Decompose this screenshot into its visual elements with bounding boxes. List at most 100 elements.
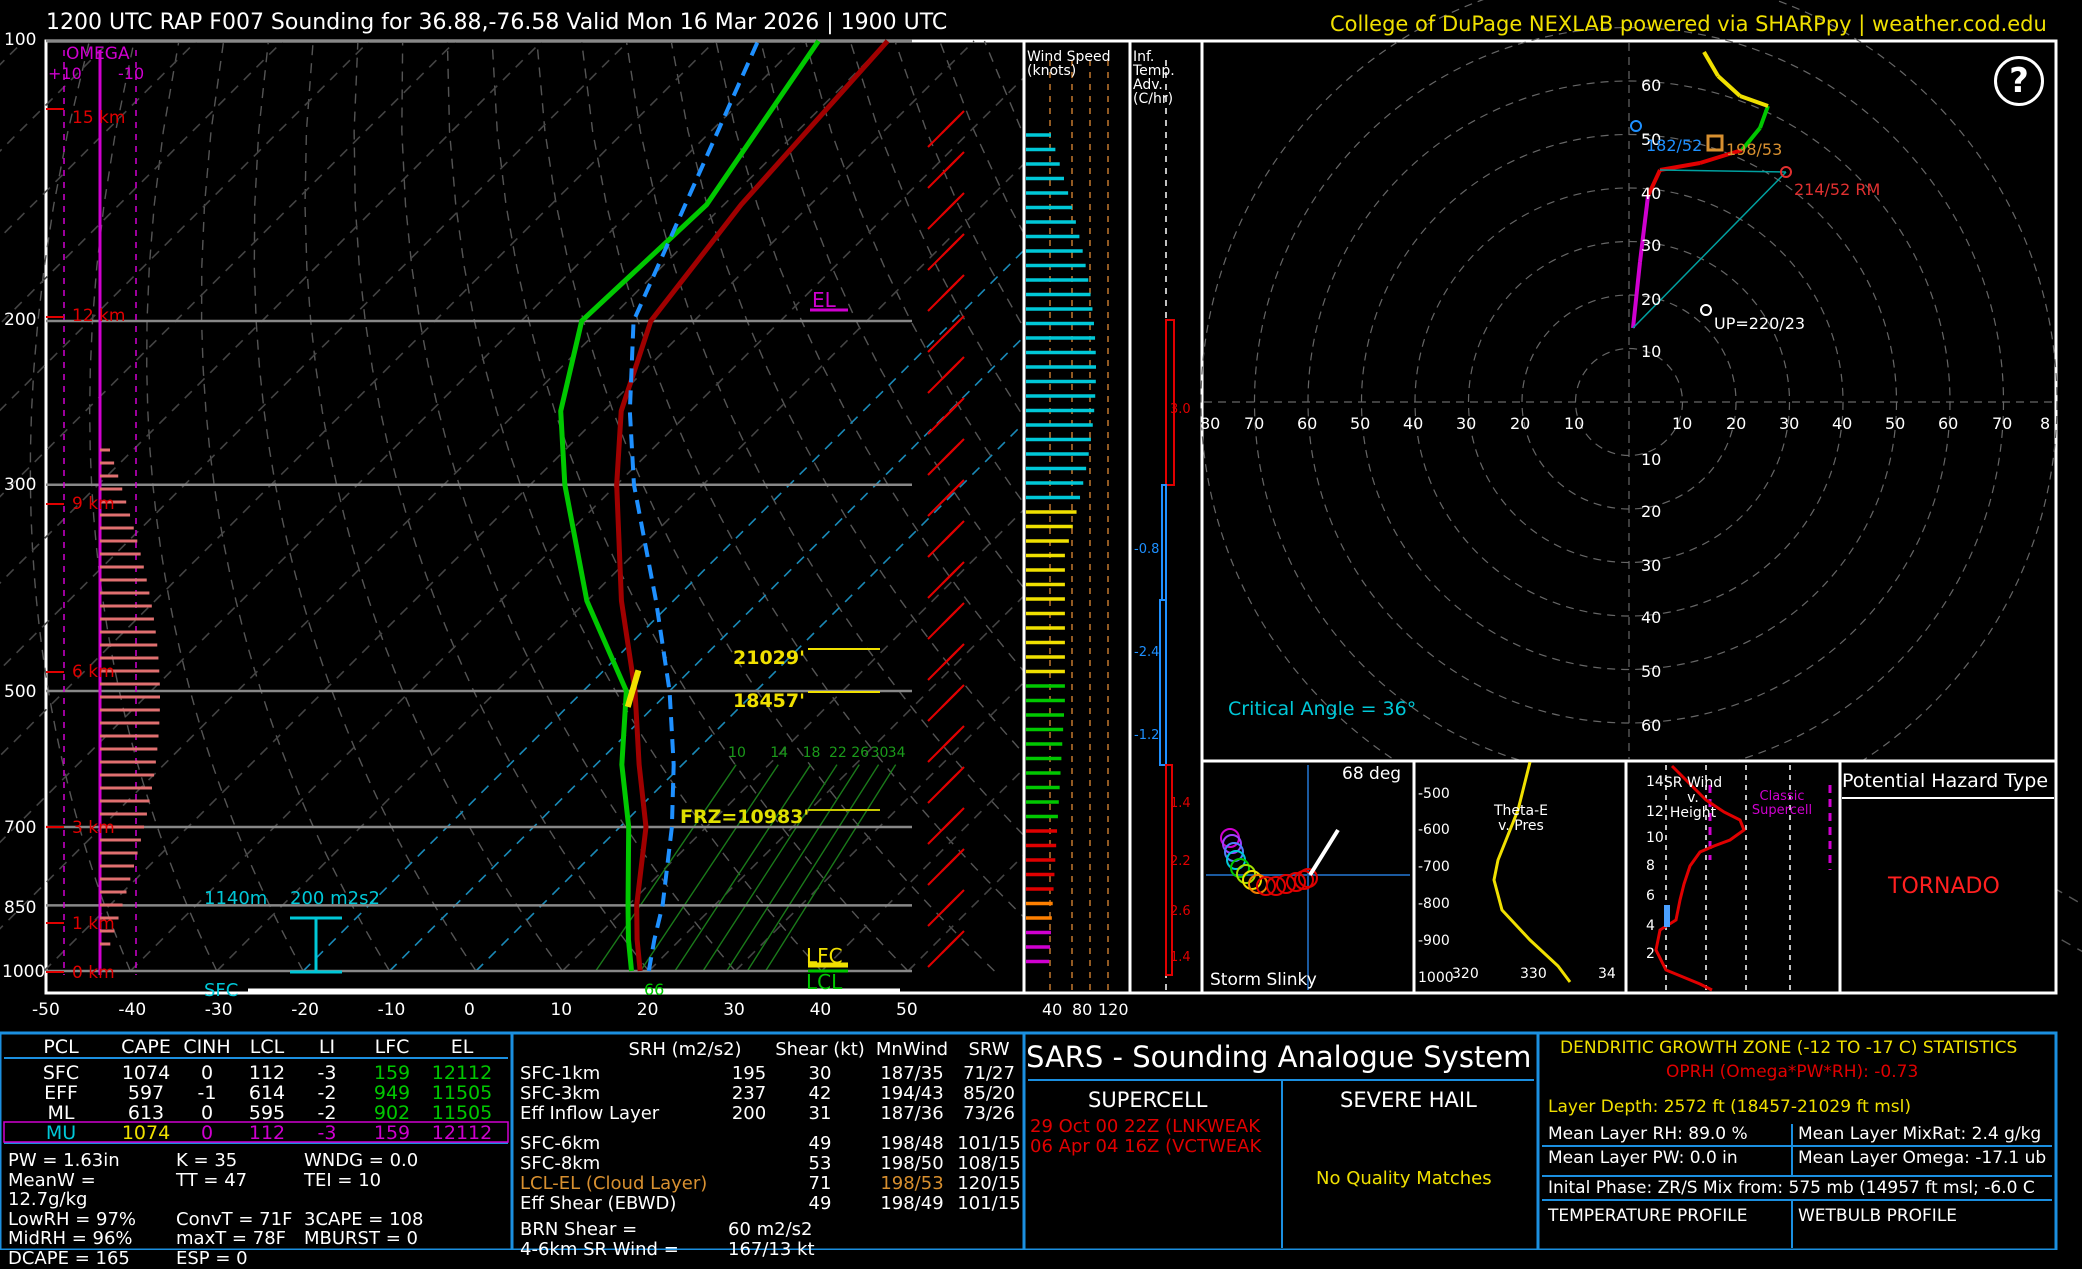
kin-srh	[728, 1174, 770, 1194]
height-6km: 6 km	[72, 662, 115, 682]
mixing-ratio-label: 18	[802, 744, 821, 761]
lcl-label: LCL	[806, 970, 843, 994]
wind-speed-frame	[1022, 39, 1132, 995]
hodo-x-label: 80	[1200, 414, 1221, 433]
barb-flag	[941, 733, 957, 749]
kin-mnwind: 198/48	[880, 1133, 944, 1154]
kin-srh: 195	[731, 1063, 767, 1084]
parcel-table: PCL CAPE CINH LCL LI LFC EL SFC 1074 0 1…	[6, 1037, 506, 1143]
barb-flag	[941, 610, 957, 626]
barb-flag	[941, 159, 957, 175]
theta-p-tick: -800	[1418, 896, 1450, 912]
height-0km: 0 km	[72, 963, 115, 983]
page-title: 1200 UTC RAP F007 Sounding for 36.88,-76…	[46, 10, 948, 35]
sr-wind-label: 4-6km SR Wind =	[520, 1239, 679, 1260]
isobars	[46, 39, 912, 973]
wind-tick-120: 120	[1098, 1000, 1129, 1019]
kin-layer: SFC-6km	[520, 1133, 601, 1154]
hodo-y-label: 10	[1641, 342, 1662, 361]
temp-adv-title: Inf. Temp. Adv. (C/hr)	[1133, 49, 1175, 107]
pcl-name: MU	[45, 1122, 77, 1144]
slinky-ring	[1266, 876, 1286, 896]
hodo-segment	[1739, 94, 1769, 108]
pcl-name: EFF	[44, 1082, 78, 1104]
hodo-segment	[1716, 74, 1742, 98]
kin-layer: Eff Inflow Layer	[520, 1103, 660, 1124]
mean-wind-marker	[1706, 134, 1724, 152]
left-mover: 182/52	[1646, 136, 1703, 155]
hodo-x-label: 20	[1726, 414, 1747, 433]
sr-wind-trace	[1654, 764, 1746, 992]
hodo-y-label: 50	[1641, 662, 1662, 681]
mixing-ratio-line	[702, 764, 838, 972]
sars-supercell-title: SUPERCELL	[1088, 1088, 1208, 1112]
theta-x-tick: 34	[1598, 966, 1616, 982]
height-15km: 15 km	[72, 108, 126, 128]
mixing-ratio-line	[726, 764, 860, 972]
srwind-y-tick: 2	[1646, 946, 1655, 962]
hdr-li: LI	[318, 1036, 336, 1058]
tadv-val-2: -2.4	[1134, 645, 1160, 660]
parcel-row-ml: ML 613 0 595 -2 902 11505	[6, 1103, 506, 1123]
kin-shear: 71	[808, 1173, 832, 1194]
hodo-x-label: 50	[1350, 414, 1371, 433]
skewt-frame	[44, 39, 1026, 995]
pcl-el: 11505	[431, 1102, 493, 1124]
theta-e-trace	[1492, 761, 1572, 983]
indices-table: PW = 1.63in K = 35 WNDG = 0.0 MeanW = 12.7…	[8, 1151, 423, 1268]
pcl-li: -2	[317, 1102, 337, 1124]
pcl-cinh: 0	[200, 1102, 214, 1124]
dry-adiabat	[491, 40, 909, 972]
barb-flag	[941, 487, 957, 503]
supercell-label: Classic Supercell	[1751, 789, 1813, 818]
hdr-cape: CAPE	[121, 1036, 171, 1058]
barb-flag	[941, 528, 957, 544]
kin-row: Eff Shear (EBWD) 49 198/49 101/15	[520, 1194, 1024, 1214]
trace-temperature	[614, 39, 890, 972]
kin-srw: 85/20	[963, 1083, 1015, 1104]
wind-speed-bars	[1026, 133, 1096, 964]
kinematics-frame	[510, 1031, 1026, 1250]
hodo-y-label: 40	[1641, 184, 1662, 203]
tadv-bar	[1159, 599, 1167, 766]
slinky-vector	[1308, 828, 1340, 877]
isotherm	[0, 40, 629, 671]
kin-layer: Eff Shear (EBWD)	[520, 1193, 677, 1214]
help-button[interactable]: ?	[1994, 56, 2044, 106]
temp-tick: 20	[636, 1000, 659, 1020]
srwind-y-tick: 10	[1646, 830, 1664, 846]
p-tick-100: 100	[4, 30, 37, 50]
p-tick-300: 300	[4, 475, 37, 495]
hodo-x-label: 40	[1832, 414, 1853, 433]
kin-mnwind: 198/50	[880, 1153, 944, 1174]
kin-layer: LCL-EL (Cloud Layer)	[520, 1173, 708, 1194]
hodo-x-label: 60	[1297, 414, 1318, 433]
isotherm	[475, 40, 1407, 972]
index-cell: TEI = 10	[304, 1169, 382, 1191]
storm-slinky-title: Storm Slinky	[1210, 970, 1317, 990]
trace-parcel	[627, 40, 760, 972]
p-tick-850: 850	[4, 898, 37, 918]
hodo-x-label: 10	[1672, 414, 1693, 433]
temp-tick: -20	[291, 1000, 319, 1020]
kinematics-table: SRH (m2/s2) Shear (kt) MnWind SRW SFC-1k…	[520, 1040, 1024, 1260]
barb-flag	[941, 938, 957, 954]
hdr-lcl: LCL	[249, 1036, 285, 1058]
kin-shear: 31	[808, 1103, 832, 1124]
pcl-el: 11505	[431, 1082, 493, 1104]
effective-inflow-height: 1140m	[204, 888, 268, 909]
kin-row: SFC-3km 237 42 194/43 85/20	[520, 1084, 1024, 1104]
temp-tick: -40	[118, 1000, 147, 1020]
omega-plus: +10	[48, 64, 82, 83]
isotherm	[129, 40, 1061, 972]
upshear-marker	[1700, 304, 1712, 316]
isotherm	[43, 40, 975, 972]
srwind-frame	[1624, 759, 1842, 995]
temp-tick: 40	[809, 1000, 832, 1020]
critical-angle: Critical Angle = 36°	[1228, 698, 1417, 720]
parcel-row-mu: MU 1074 0 112 -3 159 12112	[6, 1123, 506, 1143]
mu-row-highlight	[3, 1121, 509, 1143]
effective-srh: 200 m2s2	[290, 888, 380, 909]
mixing-ratio-line	[639, 764, 779, 972]
pcl-el: 12112	[431, 1062, 493, 1084]
